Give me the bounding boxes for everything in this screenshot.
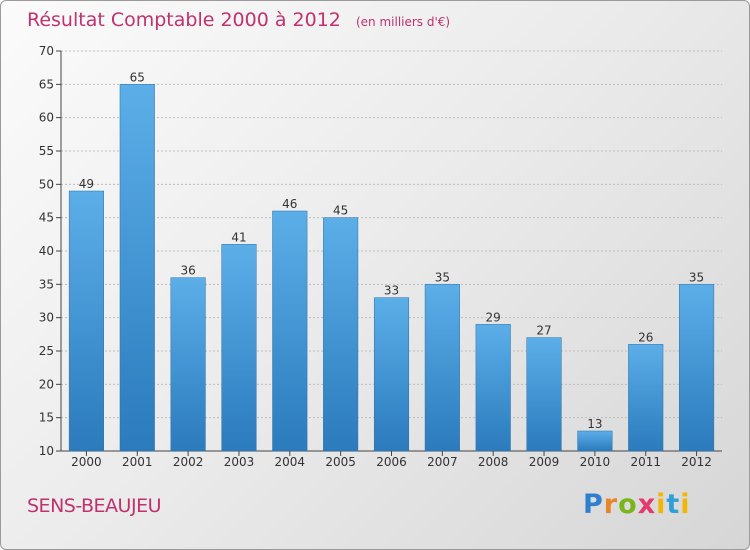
bar-2002: [170, 277, 206, 452]
logo-letter: i: [680, 489, 691, 520]
bar-2012: [679, 284, 715, 452]
data-label: 46: [282, 197, 297, 211]
y-tick-label: 50: [39, 177, 54, 191]
data-label: 13: [587, 417, 602, 431]
bar-2000: [68, 190, 104, 452]
bar-2008: [475, 324, 511, 452]
logo-letter: o: [618, 489, 638, 520]
y-tick-label: 45: [39, 211, 54, 225]
x-tick-label: 2010: [580, 455, 611, 469]
bar-2005: [323, 217, 359, 452]
data-label: 33: [384, 284, 399, 298]
logo-letter: t: [666, 489, 681, 520]
proxiti-logo: Proxiti: [583, 489, 691, 520]
y-tick-label: 65: [39, 77, 54, 91]
chart-title-main: Résultat Comptable 2000 à 2012: [27, 9, 341, 31]
y-tick-label: 70: [39, 44, 54, 58]
y-tick-label: 20: [39, 377, 54, 391]
y-tick-label: 55: [39, 144, 54, 158]
logo-letter: r: [603, 489, 619, 520]
x-tick-label: 2002: [173, 455, 204, 469]
bar-2006: [373, 297, 410, 452]
chart-title: Résultat Comptable 2000 à 2012 (en milli…: [27, 9, 450, 31]
y-tick-label: 40: [39, 244, 54, 258]
chart-subtitle: (en milliers d'€): [355, 15, 451, 29]
bar-2009: [526, 337, 562, 452]
logo-letter: P: [583, 489, 604, 520]
x-tick-label: 2006: [376, 455, 407, 469]
bars: [68, 84, 715, 452]
bar-2010: [577, 430, 613, 452]
y-tick-label: 15: [39, 411, 54, 425]
data-label: 65: [130, 70, 145, 84]
x-tick-label: 2004: [275, 455, 306, 469]
bar-2004: [272, 210, 308, 452]
bar-2011: [628, 344, 664, 452]
y-tick-label: 35: [39, 277, 54, 291]
bar-2007: [424, 284, 460, 452]
x-tick-label: 2005: [325, 455, 356, 469]
y-tick-label: 25: [39, 344, 54, 358]
place-name: SENS-BEAUJEU: [27, 495, 161, 517]
data-label: 45: [333, 204, 348, 218]
data-label: 27: [536, 324, 551, 338]
data-label: 26: [638, 330, 653, 344]
x-tick-label: 2011: [630, 455, 661, 469]
data-label: 36: [180, 264, 195, 278]
data-label: 41: [231, 230, 246, 244]
logo-letter: x: [637, 489, 657, 520]
x-tick-label: 2001: [122, 455, 153, 469]
y-tick-label: 10: [39, 444, 54, 458]
data-label: 29: [486, 310, 501, 324]
logo-letter: i: [656, 489, 667, 520]
x-tick-label: 2012: [681, 455, 712, 469]
bar-2001: [119, 84, 155, 452]
data-label: 35: [435, 270, 450, 284]
x-tick-label: 2007: [427, 455, 458, 469]
labels: 10 15 20 25 30 35 40 45 50 55 60 65 70 2000 49 2001 65 20…: [39, 44, 712, 469]
x-tick-label: 2009: [529, 455, 560, 469]
bar-2003: [221, 244, 257, 452]
y-tick-label: 30: [39, 311, 54, 325]
data-label: 49: [79, 177, 94, 191]
x-tick-label: 2000: [71, 455, 102, 469]
data-label: 35: [689, 270, 704, 284]
x-tick-label: 2003: [224, 455, 255, 469]
y-tick-label: 60: [39, 111, 54, 125]
x-tick-label: 2008: [478, 455, 509, 469]
